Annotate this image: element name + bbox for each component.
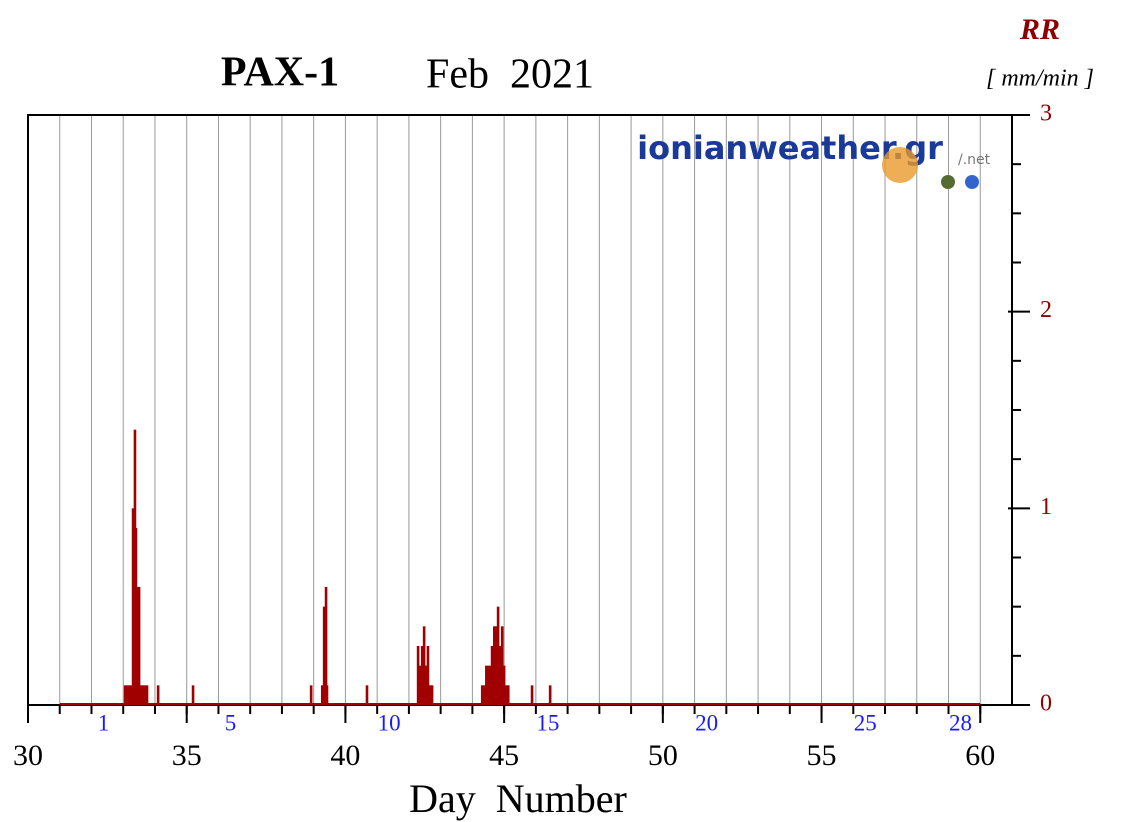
day-of-month-label: 20 [695, 710, 718, 735]
bar [424, 665, 428, 705]
bar [422, 626, 426, 705]
logo-icon [965, 175, 979, 189]
bar [494, 626, 498, 705]
bar [137, 587, 141, 705]
chart-subtitle: Feb 2021 [426, 52, 594, 98]
y-axis-unit: [ mm/min ] [986, 66, 1094, 92]
bar [134, 528, 138, 705]
x-axis-label: Day Number [409, 776, 627, 821]
bar [496, 606, 500, 705]
bar [548, 685, 552, 705]
bar [482, 685, 486, 705]
bar [127, 685, 131, 705]
x-tick-label: 45 [489, 739, 519, 772]
bar [139, 685, 143, 705]
chart-title: PAX-1 [221, 50, 339, 96]
bar [485, 665, 488, 705]
y-tick-label: 2 [1040, 297, 1052, 323]
logo-icon [882, 147, 918, 183]
bar [426, 646, 430, 705]
bar [325, 685, 329, 705]
bar [131, 508, 135, 705]
bar [486, 665, 490, 705]
bar [428, 685, 432, 705]
bar [125, 685, 129, 705]
bar [502, 665, 506, 705]
bar [143, 685, 147, 705]
bar [498, 646, 502, 705]
plot-frame [27, 114, 1013, 706]
grid [59, 115, 981, 705]
y-tick-label: 0 [1040, 691, 1052, 717]
x-tick-label: 60 [965, 739, 995, 772]
bar [492, 626, 496, 705]
day-of-month-label: 1 [98, 710, 110, 735]
bar [488, 665, 492, 705]
bar [506, 685, 510, 705]
x-tick-label: 50 [648, 739, 678, 772]
logo-icon [941, 175, 955, 189]
day-of-month-label: 28 [949, 710, 972, 735]
watermark-suffix: /.net [958, 152, 991, 168]
bar [504, 685, 508, 705]
bar [365, 685, 369, 705]
bar [309, 685, 313, 705]
bar [145, 685, 149, 705]
day-of-month-label: 25 [854, 710, 877, 735]
bar [418, 665, 422, 705]
bar [156, 685, 160, 705]
y-axis-label: RR [1019, 13, 1060, 46]
day-of-month-label: 15 [536, 710, 559, 735]
bar [129, 685, 133, 705]
bar [430, 685, 434, 705]
y-tick-label: 1 [1040, 494, 1052, 520]
day-of-month-label: 10 [378, 710, 401, 735]
y-tick-label: 3 [1040, 101, 1052, 127]
bar [416, 646, 420, 705]
bar [480, 685, 484, 705]
day-of-month-label: 5 [225, 710, 237, 735]
bar [141, 685, 145, 705]
bar [191, 685, 195, 705]
bar [530, 685, 534, 705]
bar [420, 646, 424, 705]
bar [322, 606, 326, 705]
x-tick-label: 55 [807, 739, 837, 772]
x-tick-label: 30 [13, 739, 43, 772]
bar [500, 626, 504, 705]
x-tick-label: 40 [330, 739, 360, 772]
x-tick-label: 35 [172, 739, 202, 772]
bar [123, 685, 127, 705]
bar [320, 685, 324, 705]
bar [490, 646, 494, 705]
bar [324, 587, 328, 705]
